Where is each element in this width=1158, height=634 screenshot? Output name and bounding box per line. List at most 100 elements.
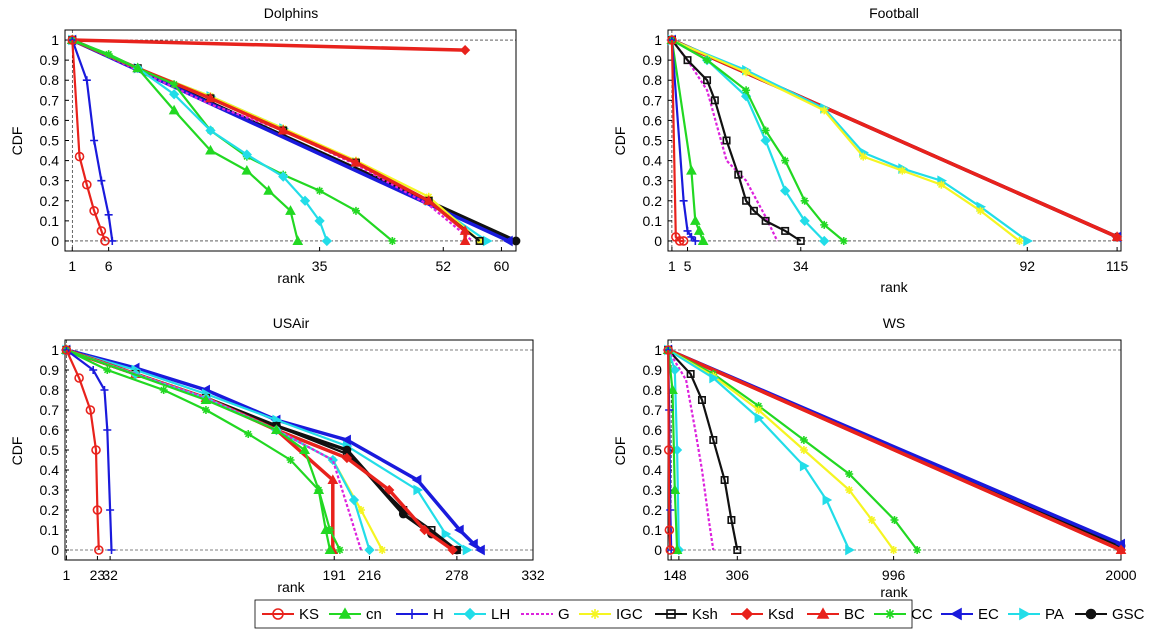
legend-marker [950,607,962,621]
point-ksh [710,96,719,105]
point-h [90,136,99,145]
series-pa [671,38,1028,242]
point-pa [462,544,473,556]
point-igc [742,68,751,77]
legend-marker [590,609,600,619]
point-cn [263,185,275,195]
point-cn [285,205,296,215]
point-h [687,232,696,241]
point-ksd [384,484,395,496]
legend-item-cc: CC [874,606,933,623]
ytick-label: 0.3 [40,482,60,498]
legend-label: cn [366,606,382,623]
point-lh [780,185,791,196]
xlabel-dolphins: rank [277,270,305,286]
ytick-label: 0.2 [40,502,60,518]
point-cc [201,406,210,414]
point-ksh [749,206,758,215]
point-cc [104,50,113,59]
legend-item-h: H [396,606,444,623]
series-lh [667,349,680,551]
ytick-label: 0.5 [40,133,60,149]
ytick-label: 0.8 [40,382,60,398]
point-lh [241,149,252,160]
point-cn [205,144,216,155]
title-football: Football [869,5,919,21]
point-lh [364,544,375,556]
point-cc [315,186,324,195]
xtick-label: 1 [68,258,76,274]
legend-label: H [433,606,444,623]
point-ks [74,373,84,383]
series-pa [667,349,851,551]
point-cn [200,394,212,405]
legend-marker [816,607,830,619]
ytick-label: 0.6 [643,422,663,438]
point-ec [411,474,422,486]
point-pa [482,235,493,247]
point-pa [754,412,765,424]
series-ks [65,349,100,551]
series-bc [667,348,1122,552]
point-pa [413,484,424,496]
ytick-label: 0.4 [643,462,663,478]
point-igc [937,180,946,189]
ytick-label: 0.4 [40,462,60,478]
point-ks [92,505,103,515]
point-igc [889,546,898,554]
point-ksh [761,216,770,225]
legend-item-pa: PA [1008,606,1064,623]
ytick-label: 0.2 [40,193,60,209]
xtick-label: 2000 [1105,567,1136,583]
ytick-label: 0.5 [643,442,663,458]
series-igc [671,38,1021,242]
point-ksh [722,136,731,145]
legend-box [254,599,913,629]
point-ec [503,235,513,247]
xtick-label: 996 [882,567,906,583]
point-ks [85,405,96,415]
xtick-label: 115 [1106,258,1129,274]
legend-item-ks: KS [262,606,319,623]
ytick-label: 0.5 [643,133,663,149]
point-pa [799,460,810,472]
ytick-label: 0.9 [40,362,60,378]
series-cn [667,349,679,551]
legend-marker [740,607,754,621]
legend-label: Ksd [768,606,794,623]
point-ksh [683,56,692,65]
point-ksh [709,435,718,444]
point-cc [839,236,848,245]
point-cn [132,62,144,73]
legend-item-ksd: Ksd [731,606,794,623]
point-ks [678,236,689,246]
point-bc [205,92,216,103]
point-ksh [720,475,729,484]
ytick-label: 1 [51,32,59,48]
ytick-label: 0.1 [40,522,60,538]
legend-label: LH [491,606,510,623]
point-cc [781,156,790,165]
point-ks [663,345,674,355]
point-ks [67,35,78,45]
point-ec [468,538,478,550]
ytick-label: 0.8 [40,72,60,88]
point-cn [320,524,332,535]
point-cc [103,366,112,374]
point-cn [697,235,709,245]
legend-label: G [558,606,570,623]
point-h [97,176,106,185]
point-ksh [796,236,805,245]
point-lh [314,215,325,226]
point-lh [799,215,810,226]
point-ksd [459,44,471,56]
point-lh [299,195,311,206]
series-ksd [72,38,466,52]
point-cn [168,104,180,115]
point-cc [286,456,295,464]
series-pa [66,348,468,551]
legend-marker [463,607,477,621]
point-gsc [511,236,521,246]
